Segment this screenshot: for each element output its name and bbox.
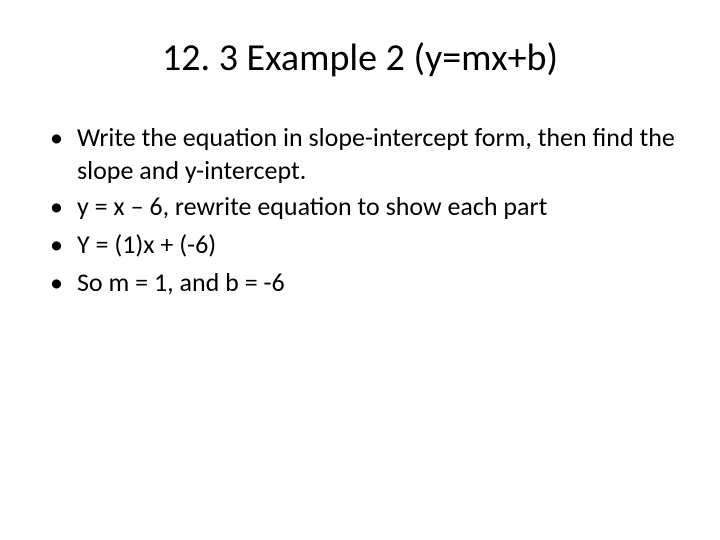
bullet-marker: •	[50, 121, 63, 155]
bullet-text: So m = 1, and b = -6	[77, 266, 285, 299]
bullet-marker: •	[50, 228, 63, 262]
slide-content: • Write the equation in slope-intercept …	[45, 121, 675, 299]
bullet-text: Write the equation in slope-intercept fo…	[77, 121, 675, 186]
bullet-text: y = x – 6, rewrite equation to show each…	[77, 190, 547, 223]
bullet-item: • So m = 1, and b = -6	[50, 266, 675, 300]
bullet-marker: •	[50, 266, 63, 300]
bullet-item: • y = x – 6, rewrite equation to show ea…	[50, 190, 675, 224]
bullet-marker: •	[50, 190, 63, 224]
bullet-text: Y = (1)x + (-6)	[77, 228, 216, 261]
bullet-item: • Write the equation in slope-intercept …	[50, 121, 675, 186]
slide-title: 12. 3 Example 2 (y=mx+b)	[45, 35, 675, 81]
slide-container: 12. 3 Example 2 (y=mx+b) • Write the equ…	[0, 0, 720, 540]
bullet-item: • Y = (1)x + (-6)	[50, 228, 675, 262]
